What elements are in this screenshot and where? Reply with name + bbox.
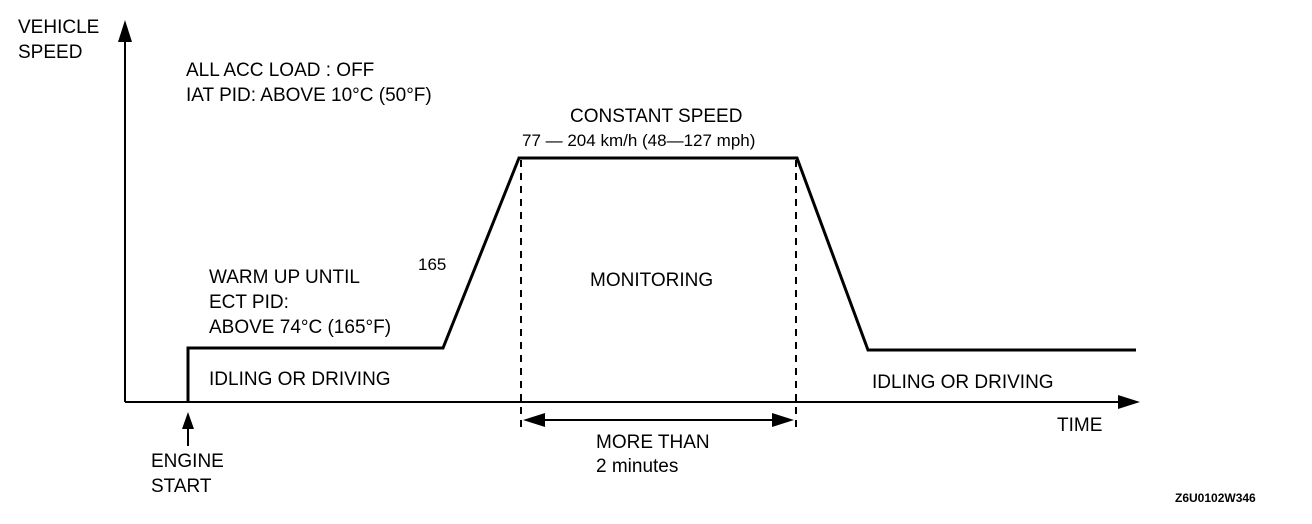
- y-axis-label-line1: VEHICLE: [18, 17, 99, 38]
- warm-up-line1: WARM UP UNTIL: [209, 267, 360, 288]
- engine-start-line1: ENGINE: [151, 451, 224, 472]
- figure-code: Z6U0102W346: [1175, 491, 1256, 505]
- duration-arrow-left-icon: [523, 413, 545, 427]
- y-axis-arrow-icon: [118, 20, 132, 42]
- warm-up-line2: ECT PID:: [209, 292, 289, 313]
- duration-line1: MORE THAN: [596, 432, 710, 453]
- x-axis-label: TIME: [1057, 415, 1102, 436]
- condition-iat-pid: IAT PID: ABOVE 10°C (50°F): [186, 85, 432, 106]
- constant-speed-title: CONSTANT SPEED: [570, 106, 742, 127]
- x-axis-arrow-icon: [1118, 395, 1140, 409]
- warm-up-line3: ABOVE 74°C (165°F): [209, 317, 391, 338]
- duration-line2: 2 minutes: [596, 456, 678, 477]
- monitoring-label: MONITORING: [590, 270, 713, 291]
- idling-right-label: IDLING OR DRIVING: [872, 372, 1054, 393]
- condition-acc-load: ALL ACC LOAD : OFF: [186, 60, 374, 81]
- speed-profile-line: [186, 156, 1136, 402]
- engine-start-line2: START: [151, 476, 212, 497]
- engine-start-arrow-icon: [182, 412, 194, 429]
- idling-left-label: IDLING OR DRIVING: [209, 369, 391, 390]
- duration-arrow-right-icon: [772, 413, 794, 427]
- stray-165-label: 165: [418, 255, 446, 274]
- y-axis-label-line2: SPEED: [18, 42, 82, 63]
- constant-speed-range: 77 — 204 km/h (48—127 mph): [522, 131, 755, 150]
